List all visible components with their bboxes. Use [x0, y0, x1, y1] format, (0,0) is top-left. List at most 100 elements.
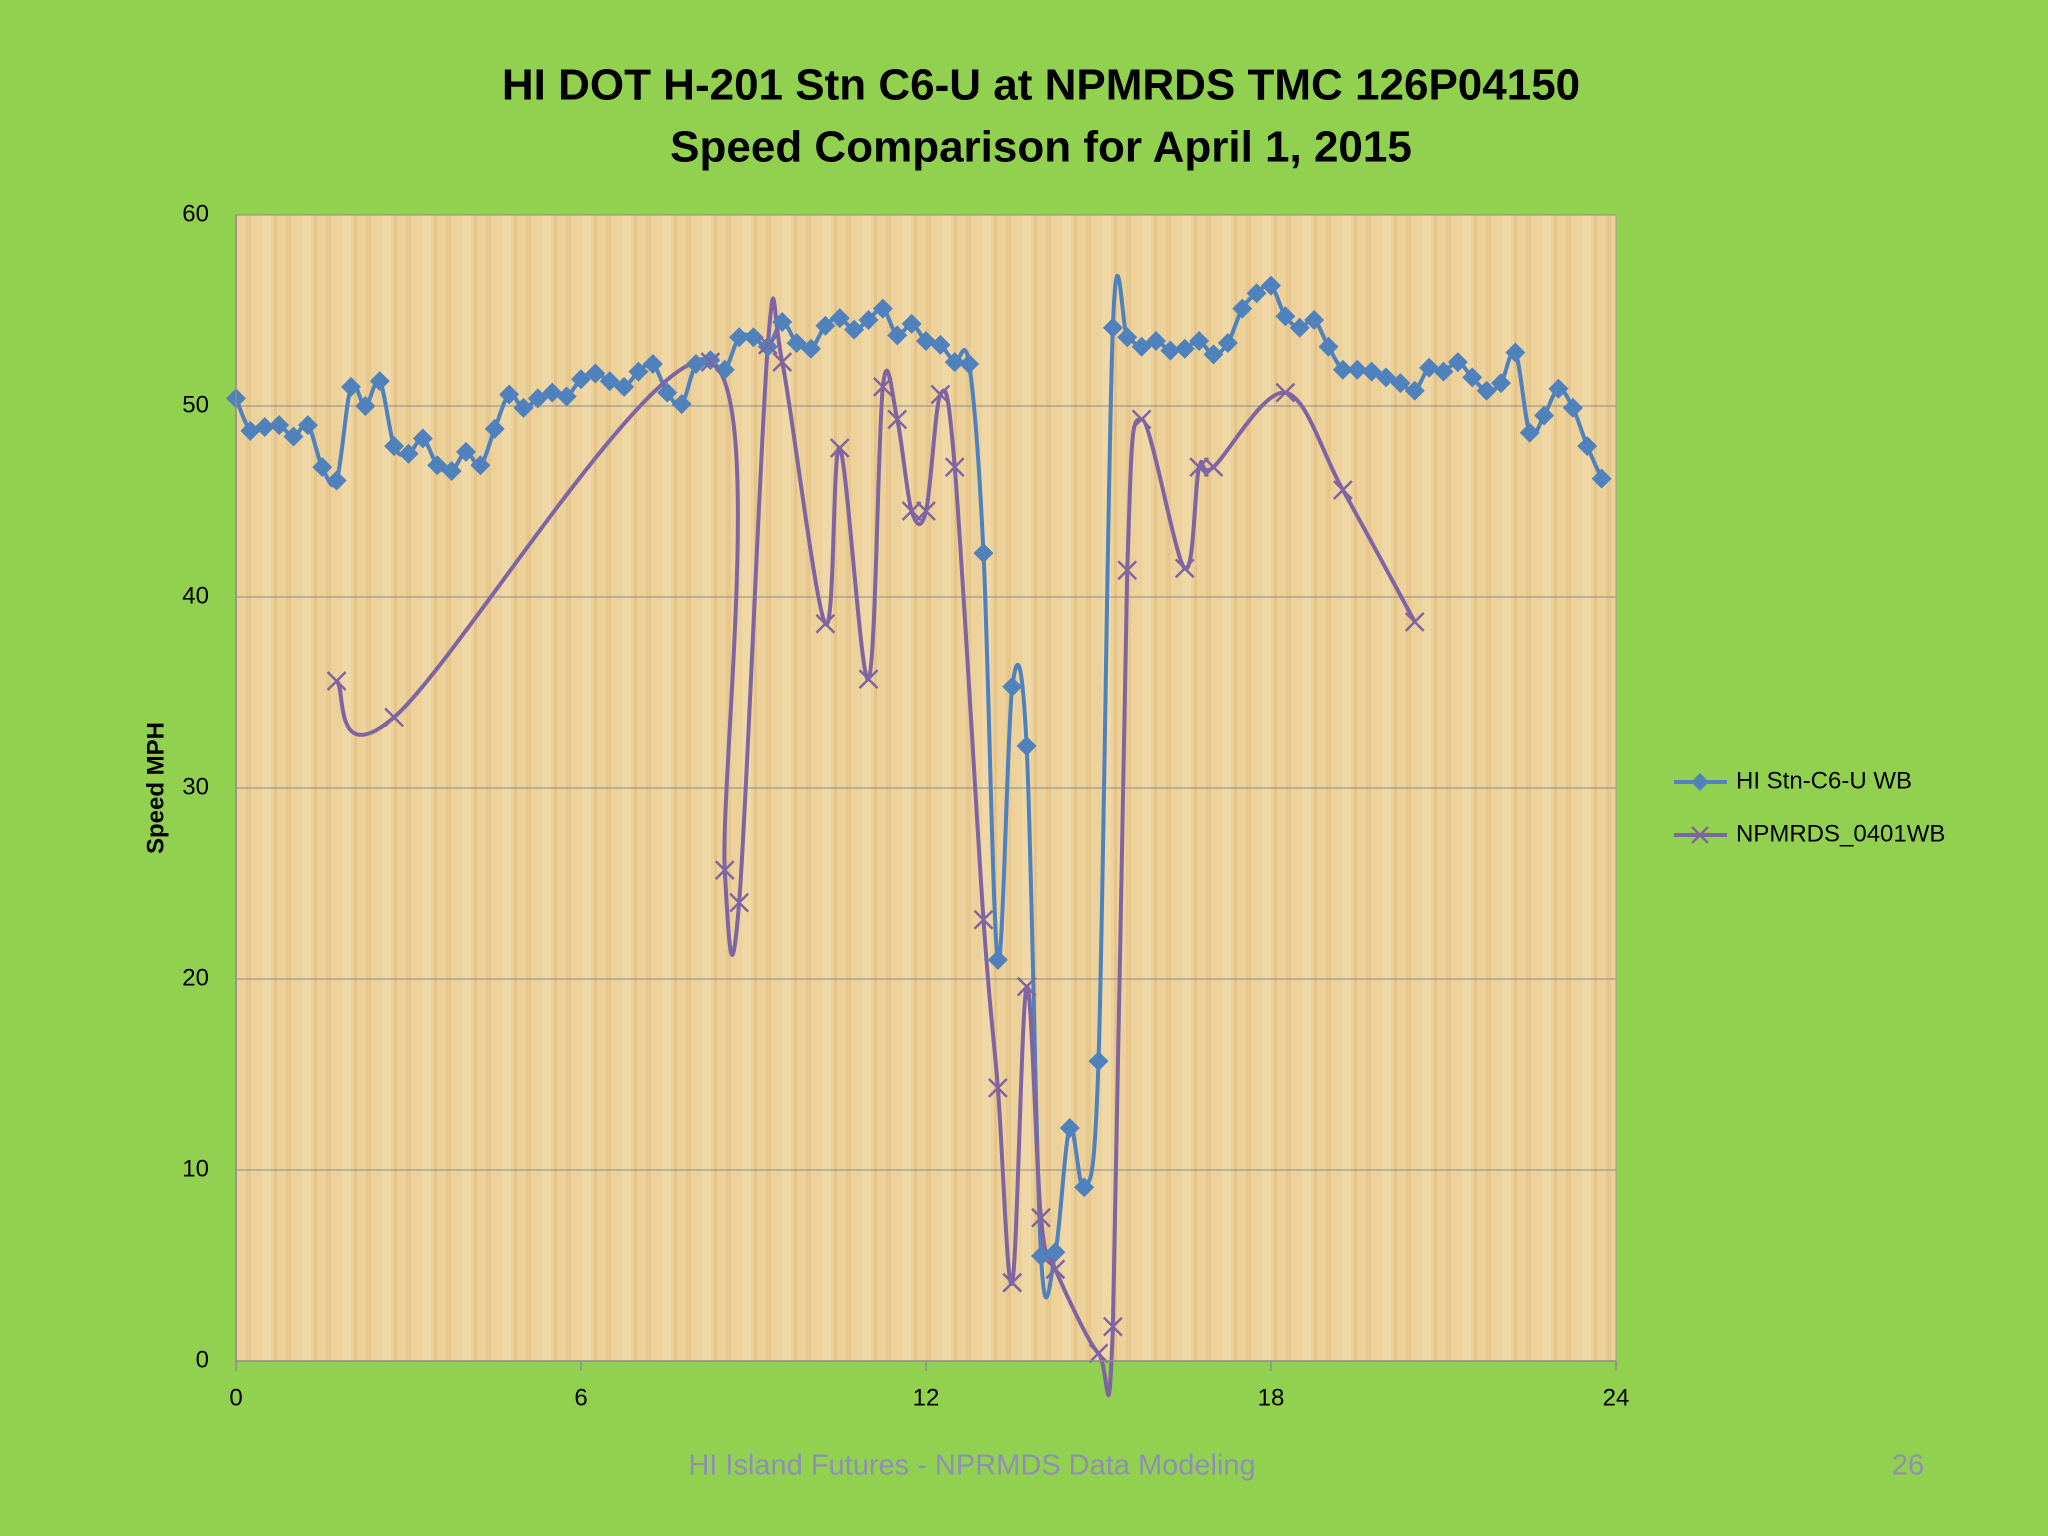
point-marker	[887, 409, 908, 430]
y-tick-label: 40	[182, 582, 209, 609]
point-marker	[614, 376, 635, 397]
point-marker	[930, 334, 951, 355]
point-marker	[829, 308, 850, 329]
point-marker	[599, 371, 620, 392]
point-marker	[916, 331, 936, 352]
point-marker	[585, 363, 606, 384]
point-marker	[312, 457, 333, 478]
point-marker	[1447, 352, 1468, 373]
point-marker	[456, 441, 476, 462]
point-marker	[973, 909, 994, 930]
point-marker	[1577, 436, 1598, 457]
y-tick-label: 30	[182, 773, 209, 800]
point-marker	[642, 353, 663, 374]
point-marker	[1505, 342, 1526, 363]
point-marker	[355, 396, 376, 416]
point-marker	[527, 388, 548, 409]
point-marker	[1433, 361, 1454, 382]
point-marker	[412, 428, 433, 449]
point-marker	[384, 436, 405, 457]
point-marker	[398, 443, 419, 464]
point-marker	[801, 338, 821, 359]
point-marker	[757, 334, 778, 355]
point-marker	[297, 415, 318, 436]
point-marker	[1318, 336, 1339, 357]
point-marker	[1390, 373, 1411, 394]
point-marker	[1045, 1242, 1066, 1263]
point-marker	[757, 336, 778, 357]
x-tick-label: 0	[229, 1384, 242, 1411]
point-marker	[987, 949, 1008, 970]
x-tick-label: 12	[913, 1384, 940, 1411]
point-marker	[513, 397, 534, 418]
point-marker	[571, 369, 591, 390]
legend-label: NPMRDS_0401WB	[1736, 820, 1945, 847]
point-marker	[1304, 310, 1325, 331]
point-marker	[254, 417, 275, 438]
point-marker	[1376, 367, 1396, 388]
y-tick-label: 0	[196, 1346, 209, 1373]
point-marker	[786, 332, 807, 353]
point-marker	[743, 327, 764, 348]
point-marker	[484, 418, 505, 439]
point-marker	[1203, 344, 1224, 365]
point-marker	[944, 457, 965, 478]
point-marker	[556, 386, 577, 407]
point-marker	[1534, 405, 1555, 426]
point-marker	[1088, 1343, 1109, 1364]
point-marker	[1131, 409, 1152, 430]
legend-marker	[1691, 773, 1709, 791]
point-marker	[326, 470, 347, 491]
point-marker	[901, 501, 922, 521]
point-marker	[1217, 332, 1238, 353]
point-marker	[1059, 1117, 1080, 1138]
point-marker	[269, 415, 290, 436]
point-marker	[441, 460, 462, 481]
point-marker	[1289, 317, 1310, 338]
point-marker	[283, 426, 304, 447]
point-marker	[671, 394, 692, 415]
point-marker	[542, 382, 563, 403]
point-marker	[1174, 338, 1195, 359]
footer-text: HI Island Futures - NPRMDS Data Modeling	[688, 1450, 1255, 1482]
point-marker	[1045, 1259, 1066, 1280]
point-marker	[1102, 1316, 1123, 1337]
point-marker	[1002, 1272, 1023, 1293]
point-marker	[829, 438, 850, 458]
x-tick-label: 24	[1603, 1384, 1630, 1411]
y-tick-label: 20	[182, 964, 209, 991]
page-number: 26	[1892, 1450, 1924, 1482]
point-marker	[1189, 457, 1210, 478]
point-marker	[1146, 331, 1166, 352]
point-marker	[657, 382, 678, 403]
point-marker	[772, 352, 793, 372]
point-marker	[1491, 373, 1511, 394]
point-marker	[844, 319, 865, 340]
x-tick-label: 6	[574, 1384, 587, 1411]
point-marker	[1419, 357, 1440, 378]
point-marker	[1462, 367, 1483, 388]
point-marker	[1160, 340, 1181, 361]
point-marker	[901, 313, 922, 334]
point-marker	[1016, 735, 1037, 756]
legend-label: HI Stn-C6-U WB	[1736, 767, 1912, 794]
y-axis-label: Speed MPH	[142, 722, 169, 854]
point-marker	[686, 353, 706, 374]
x-tick-label: 18	[1258, 1384, 1285, 1411]
point-marker	[1332, 480, 1353, 500]
point-marker	[326, 671, 347, 691]
point-marker	[341, 376, 361, 397]
point-marker	[714, 860, 735, 881]
point-marker	[1189, 331, 1210, 352]
point-marker	[1404, 611, 1425, 632]
point-marker	[1117, 327, 1138, 348]
point-marker	[1361, 361, 1382, 382]
point-marker	[240, 420, 261, 441]
chart-subtitle: Speed Comparison for April 1, 2015	[670, 123, 1412, 172]
point-marker	[427, 455, 448, 476]
point-marker	[858, 669, 879, 690]
point-marker	[1562, 397, 1583, 418]
y-tick-label: 10	[182, 1155, 209, 1182]
point-marker	[1203, 457, 1224, 478]
point-marker	[1102, 317, 1123, 338]
